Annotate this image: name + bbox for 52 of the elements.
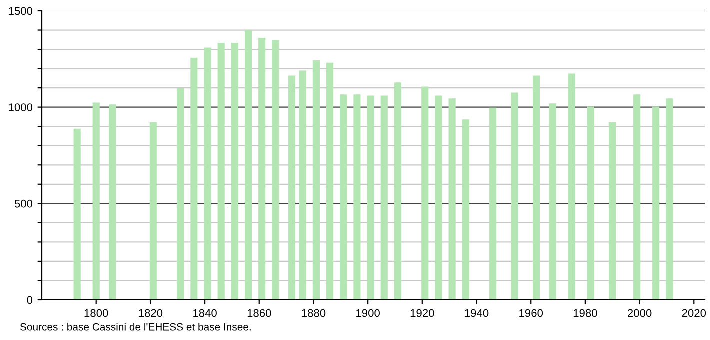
y-tick-label: 1000 (9, 104, 33, 112)
bar (258, 38, 266, 300)
bar (312, 60, 320, 300)
bar (422, 86, 429, 300)
bar (634, 94, 641, 300)
bar (326, 62, 334, 300)
bar (74, 128, 81, 300)
x-tick-label: 1800 (84, 309, 108, 318)
bar (435, 96, 442, 300)
bar (609, 122, 616, 300)
bar (190, 58, 198, 300)
bar (150, 122, 157, 300)
bar (533, 76, 540, 300)
bar (587, 106, 594, 300)
bar (340, 94, 348, 300)
bar (367, 96, 374, 300)
bar (462, 120, 470, 300)
x-tick-label: 1860 (248, 309, 272, 318)
bar (177, 88, 184, 300)
bar (380, 96, 388, 300)
y-tick-label: 500 (14, 200, 33, 208)
x-tick-label: 1820 (139, 309, 163, 318)
bar (218, 42, 225, 300)
bar (109, 104, 116, 300)
bar (299, 70, 306, 300)
bar (490, 108, 497, 300)
bar (666, 98, 674, 300)
bar (511, 92, 518, 300)
x-tick-label: 2000 (628, 309, 652, 318)
bar (354, 94, 361, 300)
x-tick-label: 1940 (465, 309, 489, 318)
x-tick-label: 2020 (682, 309, 706, 318)
bar (272, 40, 280, 300)
source-note: Sources : base Cassini de l'EHESS et base Insee. (20, 323, 251, 331)
x-tick-label: 1920 (410, 309, 434, 318)
bar (568, 74, 576, 300)
x-tick-label: 1960 (520, 309, 544, 318)
x-tick-label: 1900 (356, 309, 380, 318)
bar (204, 48, 212, 300)
x-tick-label: 1880 (302, 309, 326, 318)
bar (92, 102, 100, 300)
y-tick-label: 0 (27, 296, 33, 304)
bar (231, 42, 238, 300)
bar (394, 82, 402, 300)
y-tick-label: 1500 (9, 7, 33, 16)
x-tick-label: 1840 (194, 309, 217, 318)
x-tick-label: 1980 (574, 309, 598, 318)
bar (244, 30, 252, 300)
bar (652, 106, 660, 300)
bar (448, 98, 456, 300)
bar (549, 104, 556, 300)
bar (288, 76, 296, 300)
